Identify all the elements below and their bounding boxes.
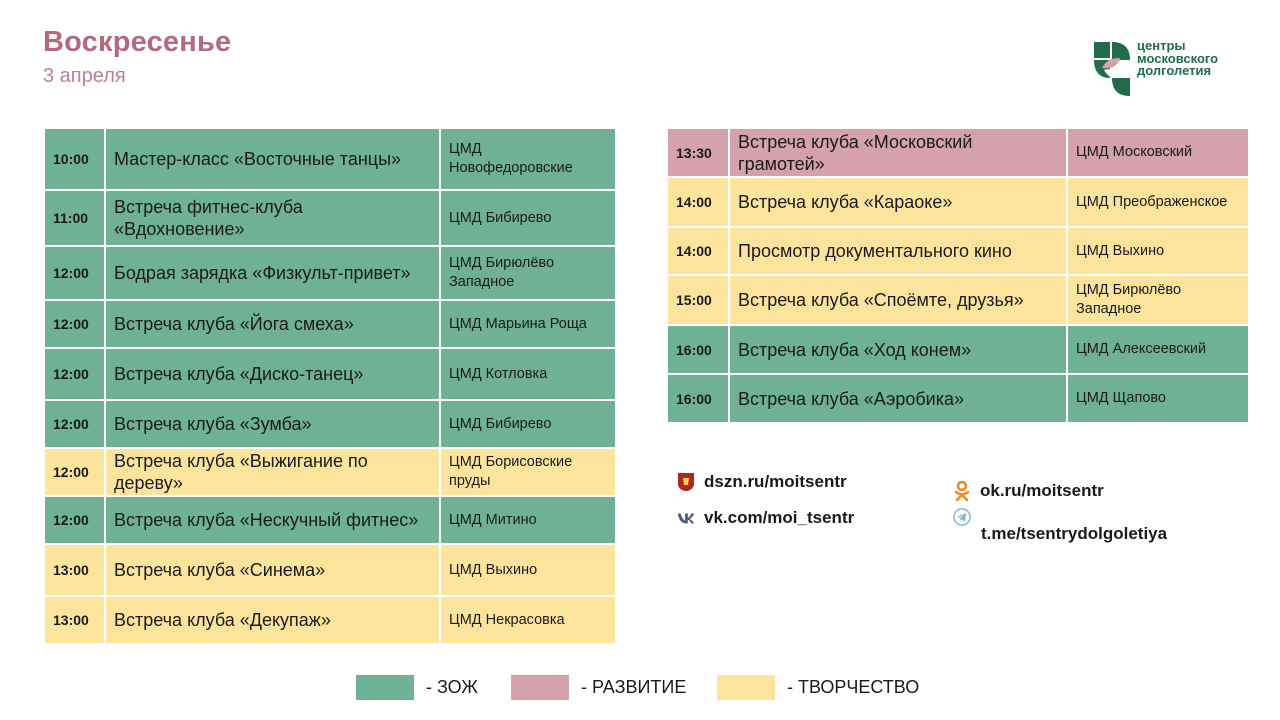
legend-item-razvitie: - РАЗВИТИЕ	[511, 675, 686, 700]
schedule-time: 12:00	[43, 299, 106, 349]
legend-item-tvorchestvo: - ТВОРЧЕСТВО	[717, 675, 919, 700]
legend-label-tvorchestvo: - ТВОРЧЕСТВО	[787, 677, 920, 697]
schedule-event: Встреча клуба «Нескучный фитнес»	[104, 495, 441, 545]
schedule-time: 16:00	[666, 373, 730, 424]
schedule-place: ЦМД Бирюлёво Западное	[1066, 274, 1250, 326]
link-telegram-icon-row[interactable]	[953, 508, 980, 526]
schedule-row: 16:00 Встреча клуба «Аэробика» ЦМД Щапово	[666, 373, 1250, 424]
schedule-time: 16:00	[666, 324, 730, 375]
schedule-row: 13:00 Встреча клуба «Синема» ЦМД Выхино	[43, 543, 617, 597]
schedule-row: 12:00 Встреча клуба «Диско-танец» ЦМД Котл…	[43, 347, 617, 401]
logo-line-2: московского	[1137, 50, 1219, 66]
schedule-table-right: 13:30 Встреча клуба «Московский грамотей»…	[666, 127, 1250, 424]
logo-line-3: долголетия	[1137, 63, 1212, 78]
link-vk-text[interactable]: vk.com/moi_tsentr	[704, 508, 855, 527]
schedule-place: ЦМД Митино	[439, 495, 617, 545]
legend-swatch-zozh	[356, 675, 414, 700]
legend: - ЗОЖ - РАЗВИТИЕ - ТВОРЧЕСТВО	[0, 675, 1280, 705]
schedule-row: 12:00 Встреча клуба «Зумба» ЦМД Бибирево	[43, 399, 617, 449]
schedule-table-left: 10:00 Мастер-класс «Восточные танцы» ЦМД Н…	[43, 127, 617, 645]
schedule-place: ЦМД Бирюлёво Западное	[439, 245, 617, 301]
page-title: Воскресенье	[43, 26, 232, 58]
link-ok[interactable]: ok.ru/moitsentr	[953, 480, 1104, 502]
schedule-place: ЦМД Московский	[1066, 127, 1250, 178]
legend-item-zozh: - ЗОЖ	[356, 675, 478, 700]
schedule-event: Встреча клуба «Ход конем»	[728, 324, 1068, 375]
legend-label-razvitie: - РАЗВИТИЕ	[581, 677, 687, 697]
link-ok-text[interactable]: ok.ru/moitsentr	[980, 481, 1104, 500]
schedule-place: ЦМД Щапово	[1066, 373, 1250, 424]
schedule-place: ЦМД Марьина Роща	[439, 299, 617, 349]
legend-swatch-tvorchestvo	[717, 675, 775, 700]
schedule-event: Встреча клуба «Йога смеха»	[104, 299, 441, 349]
schedule-time: 13:30	[666, 127, 730, 178]
moscow-emblem-icon	[677, 473, 695, 491]
odnoklassniki-icon	[953, 480, 971, 502]
schedule-row: 10:00 Мастер-класс «Восточные танцы» ЦМД Н…	[43, 127, 617, 191]
schedule-time: 12:00	[43, 447, 106, 497]
link-telegram[interactable]: t.me/tsentrydolgoletiya	[981, 524, 1167, 544]
logo-mark-icon	[1094, 42, 1130, 96]
schedule-time: 15:00	[666, 274, 730, 326]
schedule-row: 14:00 Встреча клуба «Караоке» ЦМД Преображ…	[666, 176, 1250, 228]
logo-wordmark: центры московского долголетия	[1137, 38, 1219, 78]
schedule-row: 11:00 Встреча фитнес-клуба «Вдохновение» Ц…	[43, 189, 617, 247]
schedule-place: ЦМД Выхино	[439, 543, 617, 597]
schedule-row: 13:00 Встреча клуба «Декупаж» ЦМД Некрасов…	[43, 595, 617, 645]
schedule-event: Встреча клуба «Караоке»	[728, 176, 1068, 228]
schedule-place: ЦМД Алексеевский	[1066, 324, 1250, 375]
schedule-event: Встреча фитнес-клуба «Вдохновение»	[104, 189, 441, 247]
legend-label-zozh: - ЗОЖ	[426, 677, 478, 697]
schedule-event: Встреча клуба «Споёмте, друзья»	[728, 274, 1068, 326]
link-dszn-text[interactable]: dszn.ru/moitsentr	[704, 472, 847, 491]
link-telegram-text[interactable]: t.me/tsentrydolgoletiya	[981, 524, 1168, 543]
schedule-time: 12:00	[43, 399, 106, 449]
vk-icon	[677, 509, 695, 527]
schedule-row: 12:00 Встреча клуба «Нескучный фитнес» ЦМД…	[43, 495, 617, 545]
schedule-time: 12:00	[43, 245, 106, 301]
schedule-event: Бодрая зарядка «Физкульт-привет»	[104, 245, 441, 301]
schedule-row: 16:00 Встреча клуба «Ход конем» ЦМД Алексе…	[666, 324, 1250, 375]
schedule-time: 12:00	[43, 495, 106, 545]
schedule-place: ЦМД Выхино	[1066, 226, 1250, 276]
schedule-place: ЦМД Некрасовка	[439, 595, 617, 645]
schedule-event: Просмотр документального кино	[728, 226, 1068, 276]
logo: центры московского долголетия	[1092, 38, 1252, 100]
schedule-event: Встреча клуба «Зумба»	[104, 399, 441, 449]
schedule-time: 11:00	[43, 189, 106, 247]
schedule-event: Встреча клуба «Декупаж»	[104, 595, 441, 645]
schedule-row: 14:00 Просмотр документального кино ЦМД Вы…	[666, 226, 1250, 276]
schedule-event: Мастер-класс «Восточные танцы»	[104, 127, 441, 191]
schedule-place: ЦМД Бибирево	[439, 189, 617, 247]
schedule-place: ЦМД Бибирево	[439, 399, 617, 449]
link-vk[interactable]: vk.com/moi_tsentr	[677, 508, 854, 528]
schedule-time: 10:00	[43, 127, 106, 191]
page-date: 3 апреля	[43, 65, 126, 87]
schedule-event: Встреча клуба «Синема»	[104, 543, 441, 597]
schedule-row: 12:00 Встреча клуба «Выжигание по дереву»…	[43, 447, 617, 497]
schedule-time: 14:00	[666, 226, 730, 276]
schedule-event: Встреча клуба «Выжигание по дереву»	[104, 447, 441, 497]
schedule-place: ЦМД Борисовские пруды	[439, 447, 617, 497]
schedule-row: 12:00 Бодрая зарядка «Физкульт-привет» ЦМД…	[43, 245, 617, 301]
schedule-row: 12:00 Встреча клуба «Йога смеха» ЦМД Марьи…	[43, 299, 617, 349]
schedule-event: Встреча клуба «Московский грамотей»	[728, 127, 1068, 178]
schedule-place: ЦМД Котловка	[439, 347, 617, 401]
schedule-time: 13:00	[43, 595, 106, 645]
legend-swatch-razvitie	[511, 675, 569, 700]
schedule-row: 15:00 Встреча клуба «Споёмте, друзья» ЦМД …	[666, 274, 1250, 326]
schedule-place: ЦМД Преображенское	[1066, 176, 1250, 228]
schedule-time: 12:00	[43, 347, 106, 401]
link-dszn[interactable]: dszn.ru/moitsentr	[677, 472, 847, 492]
logo-line-1: центры	[1137, 38, 1186, 53]
schedule-time: 14:00	[666, 176, 730, 228]
schedule-row: 13:30 Встреча клуба «Московский грамотей»…	[666, 127, 1250, 178]
telegram-icon	[953, 508, 971, 526]
schedule-time: 13:00	[43, 543, 106, 597]
schedule-place: ЦМД Новофедоровские	[439, 127, 617, 191]
schedule-event: Встреча клуба «Аэробика»	[728, 373, 1068, 424]
schedule-event: Встреча клуба «Диско-танец»	[104, 347, 441, 401]
